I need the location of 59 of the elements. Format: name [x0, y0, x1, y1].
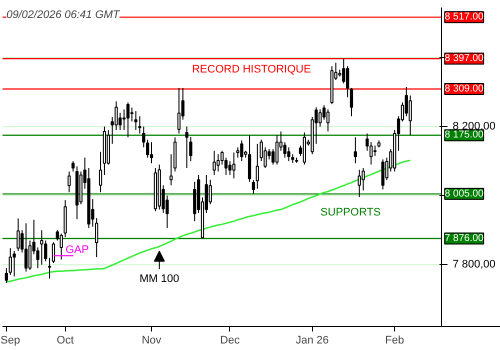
candlestick — [130, 107, 134, 122]
candlestick — [358, 169, 361, 198]
candlestick — [236, 146, 240, 158]
candlestick — [68, 170, 71, 193]
candlestick — [404, 86, 408, 117]
ref-line-label: 8 175.00 — [444, 130, 484, 141]
candlestick — [373, 145, 377, 156]
candlestick — [170, 154, 173, 186]
x-tick-label: Feb — [385, 334, 404, 346]
candlestick — [40, 230, 44, 266]
annotation: RECORD HISTORIQUE — [192, 64, 311, 76]
annotation: GAP — [66, 244, 89, 256]
candlestick — [16, 218, 20, 252]
y-tick-label: 7 800,00 — [452, 258, 496, 271]
candlestick — [126, 102, 130, 138]
candlestick — [8, 248, 12, 276]
candlestick — [177, 87, 181, 134]
x-tick-label: Sep — [0, 334, 20, 346]
candlestick — [142, 126, 146, 148]
candlestick — [216, 154, 220, 172]
candlestick — [98, 151, 102, 193]
candlestick — [146, 139, 150, 158]
candlestick — [52, 242, 56, 264]
candlestick — [24, 222, 28, 272]
x-tick-label: Dec — [220, 334, 240, 346]
candlestick — [72, 160, 75, 172]
candlestick — [220, 150, 224, 166]
candlestick — [256, 143, 259, 190]
candlestick — [381, 158, 384, 190]
x-tick-label: Nov — [142, 334, 162, 346]
candlestick — [228, 160, 232, 176]
candlestick — [318, 108, 322, 128]
candlestick — [48, 257, 52, 280]
candlestick — [4, 268, 8, 284]
candlestick — [44, 240, 48, 262]
candlestick — [12, 250, 16, 277]
candlestick — [150, 142, 154, 164]
x-tick-label: Jan 26 — [296, 334, 329, 346]
candlestick — [275, 134, 279, 166]
x-tick-label: Oct — [56, 334, 74, 346]
candlestick — [212, 150, 216, 176]
ref-line-label: 8 005.00 — [444, 188, 484, 200]
annotation: 09/02/2026 06:41 GMT — [6, 9, 121, 22]
candlestick — [232, 152, 236, 179]
candlestick — [322, 104, 326, 120]
candlestick — [134, 110, 138, 131]
candlestick — [370, 142, 373, 166]
candlestick — [252, 180, 256, 194]
candlestick — [350, 87, 354, 117]
annotation: SUPPORTS — [320, 206, 381, 218]
annotation: MM 100 — [139, 273, 180, 286]
candlestick — [185, 126, 188, 169]
candlestick — [354, 136, 357, 164]
ref-line-label: 7 876.00 — [444, 232, 484, 244]
candlestick — [28, 240, 32, 270]
candlestick — [326, 108, 330, 132]
candlestick — [240, 140, 244, 162]
candlestick — [283, 142, 286, 158]
candlestick — [346, 66, 350, 98]
